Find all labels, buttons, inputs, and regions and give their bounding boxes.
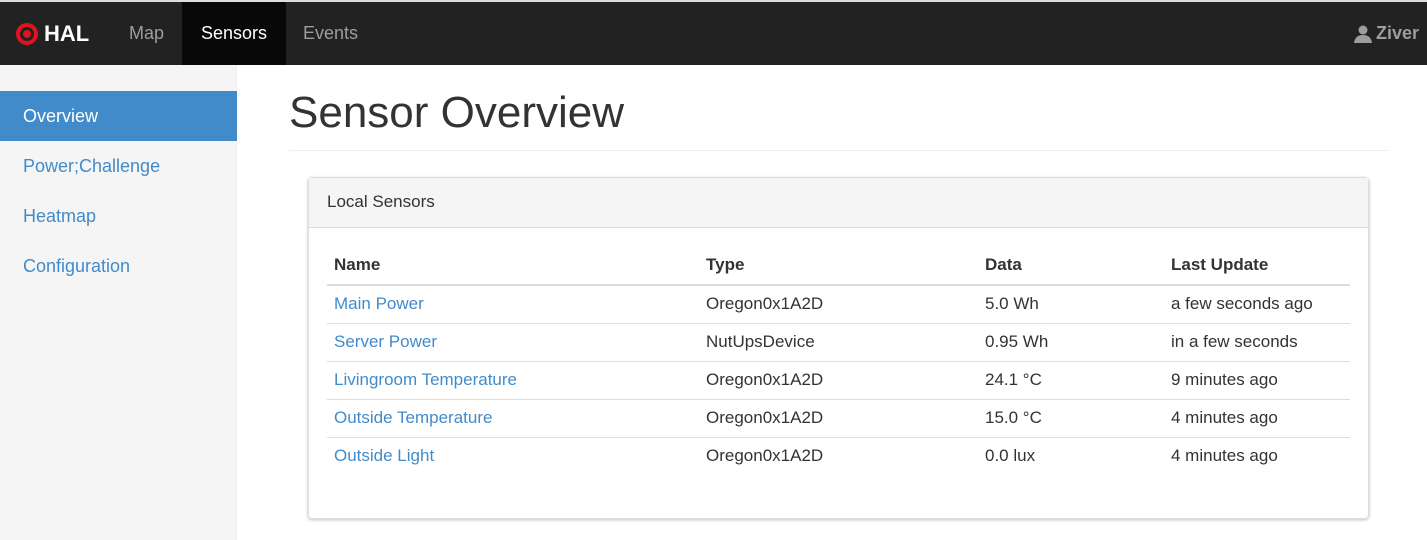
cell-type: Oregon0x1A2D — [706, 294, 824, 314]
cell-name: Server Power — [327, 322, 699, 361]
sensor-link[interactable]: Livingroom Temperature — [334, 370, 517, 389]
sidebar: Overview Power;Challenge Heatmap Configu… — [0, 65, 237, 540]
sensor-link[interactable]: Outside Temperature — [334, 408, 493, 427]
cell-data: 0.95 Wh — [978, 322, 1164, 361]
sensor-link[interactable]: Server Power — [334, 332, 437, 351]
sensor-link[interactable]: Main Power — [334, 294, 424, 314]
sensors-table: Name Type Data Last Update Main Power Ore… — [327, 245, 1350, 475]
sensor-link[interactable]: Outside Light — [334, 446, 435, 466]
user-name: Ziver — [1375, 23, 1419, 43]
cell-type: NutUpsDevice — [699, 322, 978, 361]
nav-events[interactable]: Events — [303, 23, 359, 43]
brand[interactable]: HAL — [16, 2, 89, 65]
target-logo-icon — [16, 22, 38, 45]
cell-last-update: in a few seconds — [1164, 322, 1350, 361]
cell-data: 24.1 °C — [978, 360, 1164, 399]
column-header-type: Type — [699, 245, 978, 286]
local-sensors-panel: Local Sensors Name Type Data Last Update… — [308, 177, 1369, 519]
table-row: Main Power Oregon0x1A2D 5.0 Wh a few second… — [327, 285, 1350, 323]
column-header-data: Data — [978, 245, 1164, 286]
nav-map[interactable]: Map — [129, 23, 165, 43]
panel-title: Local Sensors — [309, 178, 1368, 228]
navbar: HAL Map Sensors Events Ziver — [0, 0, 1427, 65]
table-row: Outside Light Oregon0x1A2D 0.0 lux 4 minute… — [327, 436, 1350, 475]
cell-name: Livingroom Temperature — [327, 360, 699, 399]
sidebar-item-configuration[interactable]: Configuration — [23, 256, 131, 276]
brand-name: HAL — [44, 20, 90, 46]
cell-name: Outside Temperature — [327, 398, 699, 437]
cell-last-update: 4 minutes ago — [1164, 398, 1350, 437]
user-menu[interactable]: Ziver — [1353, 2, 1419, 65]
sidebar-item-overview[interactable]: Overview — [0, 91, 237, 141]
table-row: Livingroom Temperature Oregon0x1A2D 24.1 °… — [327, 360, 1350, 399]
user-icon — [1353, 25, 1372, 43]
cell-last-update: a few seconds ago — [1171, 294, 1313, 314]
table-row: Server Power NutUpsDevice 0.95 Wh in a few … — [327, 322, 1350, 361]
divider — [289, 150, 1388, 151]
cell-name: Main Power — [327, 285, 699, 323]
cell-type: Oregon0x1A2D — [699, 360, 978, 399]
page-title: Sensor Overview — [289, 88, 625, 137]
cell-name: Outside Light — [327, 436, 699, 475]
cell-last-update: 4 minutes ago — [1164, 436, 1350, 475]
nav-sensors[interactable]: Sensors — [182, 2, 287, 65]
cell-last-update: 9 minutes ago — [1164, 360, 1350, 399]
cell-data: 0.0 lux — [978, 436, 1164, 475]
table-row: Outside Temperature Oregon0x1A2D 15.0 °C 4 … — [327, 398, 1350, 437]
cell-type: Oregon0x1A2D — [699, 436, 978, 475]
cell-type: Oregon0x1A2D — [699, 398, 978, 437]
cell-data: 5.0 Wh — [985, 294, 1039, 314]
cell-data: 15.0 °C — [978, 398, 1164, 437]
sidebar-item-heatmap[interactable]: Heatmap — [23, 206, 97, 226]
sidebar-item-power-challenge[interactable]: Power;Challenge — [23, 156, 161, 176]
column-header-last-update: Last Update — [1164, 245, 1350, 286]
column-header-name: Name — [327, 245, 699, 286]
